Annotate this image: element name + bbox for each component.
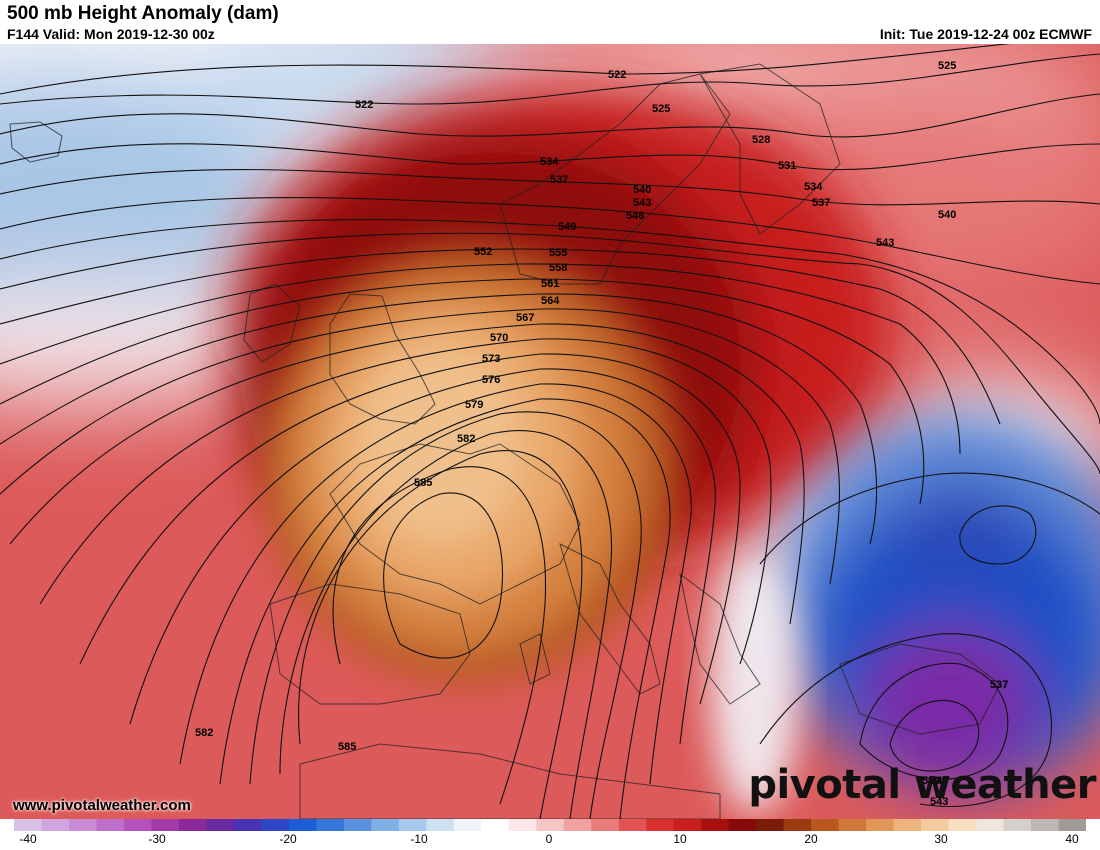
contour-label: 549 <box>558 221 576 233</box>
colorbar-swatch <box>233 819 262 831</box>
colorbar-swatch <box>756 819 785 831</box>
contour-label: 576 <box>482 374 500 386</box>
colorbar-swatch <box>728 819 757 831</box>
contour-label: 537 <box>990 679 1008 691</box>
colorbar-swatch <box>618 819 647 831</box>
colorbar-swatch <box>1031 819 1060 831</box>
colorbar-tick: 0 <box>545 832 553 846</box>
contour-label: 522 <box>608 69 626 81</box>
contour-label: 579 <box>465 399 483 411</box>
colorbar-tick: -20 <box>279 832 297 846</box>
colorbar-swatch <box>178 819 208 831</box>
contour-label: 570 <box>490 332 508 344</box>
colorbar-tick: -10 <box>410 832 428 846</box>
colorbar-swatch <box>563 819 592 831</box>
coastlines <box>9 63 1001 819</box>
colorbar-swatch <box>343 819 372 831</box>
colorbar-swatch <box>536 819 565 831</box>
colorbar-swatch <box>261 819 290 831</box>
colorbar-swatch <box>866 819 895 831</box>
contour-label: 540 <box>930 775 948 787</box>
contour-label: 582 <box>195 727 213 739</box>
contour-label: 537 <box>812 197 830 209</box>
contour-label: 573 <box>482 353 500 365</box>
colorbar-swatch <box>921 819 950 831</box>
colorbar-swatch <box>151 819 180 831</box>
contour-label: 558 <box>549 262 567 274</box>
colorbar-swatch <box>481 819 510 831</box>
contour-label-group: 522 522 525 525 528 531 534 534 537 537 … <box>195 60 1008 808</box>
contour-label: 585 <box>338 741 356 753</box>
colorbar-swatch <box>591 819 620 831</box>
contour-label: 525 <box>938 60 956 72</box>
colorbar-swatch <box>96 819 125 831</box>
height-contours <box>0 44 1100 819</box>
colorbar-swatch <box>508 819 537 831</box>
colorbar-swatch <box>673 819 702 831</box>
colorbar-swatch <box>398 819 427 831</box>
contour-label: 528 <box>752 134 770 146</box>
colorbar-swatch <box>1058 819 1086 831</box>
colorbar <box>14 819 1086 831</box>
contour-label: 543 <box>633 197 651 209</box>
colorbar-swatch <box>316 819 345 831</box>
colorbar-swatch <box>288 819 317 831</box>
contour-label: 564 <box>541 295 560 307</box>
contour-label: 540 <box>922 775 940 787</box>
contour-label: 585 <box>414 477 432 489</box>
map-title: 500 mb Height Anomaly (dam) <box>7 3 279 24</box>
colorbar-swatch <box>426 819 455 831</box>
ridge-core <box>260 244 680 684</box>
header: 500 mb Height Anomaly (dam) F144 Valid: … <box>0 0 1100 44</box>
contour-label: 546 <box>626 210 644 222</box>
colorbar-tick: -30 <box>148 832 166 846</box>
contour-label: 531 <box>778 160 796 172</box>
colorbar-swatch <box>701 819 730 831</box>
pivotal-weather-logo: pivotal weather <box>748 762 1096 808</box>
colorbar-swatch <box>206 819 235 831</box>
colorbar-swatch <box>976 819 1005 831</box>
weather-map: 522 522 525 525 528 531 534 534 537 537 … <box>0 44 1100 819</box>
colorbar-tick: -40 <box>19 832 37 846</box>
contour-label: 561 <box>541 278 559 290</box>
colorbar-tick: 20 <box>804 832 818 846</box>
colorbar-swatch <box>646 819 675 831</box>
colorbar-swatch <box>123 819 153 831</box>
colorbar-swatch <box>41 819 70 831</box>
website-credit: www.pivotalweather.com <box>13 797 191 814</box>
contour-label: 543 <box>930 796 948 808</box>
contour-label: 552 <box>474 246 492 258</box>
colorbar-swatch <box>893 819 922 831</box>
contour-label: 540 <box>938 209 956 221</box>
colorbar-swatch <box>1003 819 1032 831</box>
contour-label: 537 <box>550 174 568 186</box>
colorbar-tick: 30 <box>934 832 948 846</box>
colorbar-swatch <box>783 819 812 831</box>
contour-label: 525 <box>652 103 670 115</box>
anomaly-field: 522 522 525 525 528 531 534 534 537 537 … <box>0 44 1100 819</box>
colorbar-swatch <box>811 819 840 831</box>
contour-label: 534 <box>540 156 559 168</box>
contour-label: 567 <box>516 312 534 324</box>
contour-label: 582 <box>457 433 475 445</box>
contour-label: 522 <box>355 99 373 111</box>
colorbar-tick: 10 <box>673 832 687 846</box>
colorbar-tick: 40 <box>1065 832 1079 846</box>
colorbar-swatch <box>68 819 98 831</box>
contour-label: 534 <box>804 181 823 193</box>
colorbar-ticks: -40 -30 -20 -10 0 10 20 30 40 <box>0 832 1100 850</box>
contour-label: 543 <box>876 237 894 249</box>
valid-time: F144 Valid: Mon 2019-12-30 00z <box>7 26 215 42</box>
init-time: Init: Tue 2019-12-24 00z ECMWF <box>879 26 1092 42</box>
colorbar-swatch <box>14 819 43 831</box>
colorbar-swatch <box>838 819 867 831</box>
colorbar-swatch <box>371 819 400 831</box>
colorbar-swatch <box>948 819 977 831</box>
contour-label: 555 <box>549 247 567 259</box>
colorbar-swatch <box>453 819 482 831</box>
contour-label: 540 <box>633 184 651 196</box>
